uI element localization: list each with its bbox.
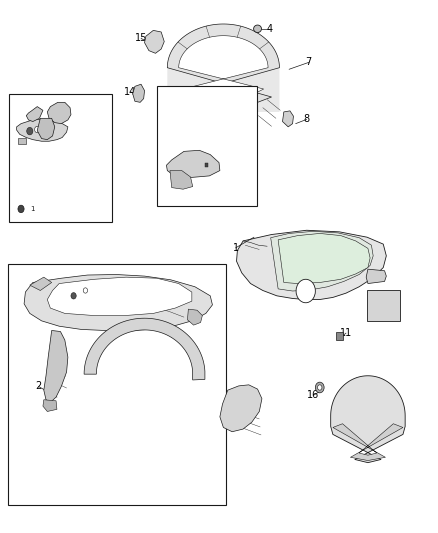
Polygon shape <box>170 171 193 189</box>
Text: 9: 9 <box>14 123 21 133</box>
Text: 4: 4 <box>266 24 272 34</box>
Bar <box>8 264 226 505</box>
Polygon shape <box>331 376 405 463</box>
Text: 1: 1 <box>30 206 34 212</box>
Polygon shape <box>24 274 212 330</box>
Circle shape <box>296 279 315 303</box>
Text: 16: 16 <box>307 391 319 400</box>
Circle shape <box>35 126 40 133</box>
Bar <box>336 332 343 340</box>
Text: 8: 8 <box>304 115 310 124</box>
Text: 1: 1 <box>233 243 239 253</box>
Polygon shape <box>179 36 268 118</box>
Polygon shape <box>278 233 370 284</box>
Circle shape <box>315 382 324 393</box>
Bar <box>157 86 257 206</box>
Bar <box>367 290 400 321</box>
Polygon shape <box>43 400 57 411</box>
Text: 15: 15 <box>135 34 147 43</box>
Circle shape <box>83 288 88 293</box>
Polygon shape <box>37 118 55 140</box>
Text: 12: 12 <box>374 271 386 281</box>
Polygon shape <box>133 84 145 102</box>
Circle shape <box>318 385 322 390</box>
Text: 7: 7 <box>306 58 312 67</box>
Text: 5: 5 <box>176 156 182 166</box>
Text: 17: 17 <box>11 183 23 192</box>
Polygon shape <box>47 277 192 316</box>
Polygon shape <box>166 150 220 178</box>
Text: 10: 10 <box>374 295 386 305</box>
Polygon shape <box>84 318 205 380</box>
Circle shape <box>27 127 33 135</box>
Polygon shape <box>30 277 52 290</box>
Ellipse shape <box>254 25 261 33</box>
Polygon shape <box>167 24 279 126</box>
Polygon shape <box>26 107 43 122</box>
Bar <box>205 163 208 167</box>
Bar <box>9 94 112 222</box>
Polygon shape <box>44 330 68 402</box>
Circle shape <box>41 126 46 132</box>
Polygon shape <box>220 385 262 432</box>
Polygon shape <box>283 111 293 127</box>
Text: 3: 3 <box>226 403 232 413</box>
Polygon shape <box>17 119 68 141</box>
Circle shape <box>71 293 76 299</box>
Polygon shape <box>271 231 373 291</box>
Polygon shape <box>18 138 26 144</box>
Polygon shape <box>47 102 71 124</box>
Text: 11: 11 <box>340 328 352 338</box>
Polygon shape <box>145 30 164 53</box>
Polygon shape <box>333 424 403 461</box>
Polygon shape <box>366 269 386 284</box>
Polygon shape <box>237 230 386 300</box>
Polygon shape <box>167 24 279 112</box>
Circle shape <box>48 127 53 132</box>
Polygon shape <box>187 309 202 325</box>
Circle shape <box>18 205 24 213</box>
Text: 2: 2 <box>35 382 42 391</box>
Text: 18: 18 <box>374 396 386 406</box>
Text: 6: 6 <box>326 237 332 246</box>
Text: 14: 14 <box>124 87 137 96</box>
